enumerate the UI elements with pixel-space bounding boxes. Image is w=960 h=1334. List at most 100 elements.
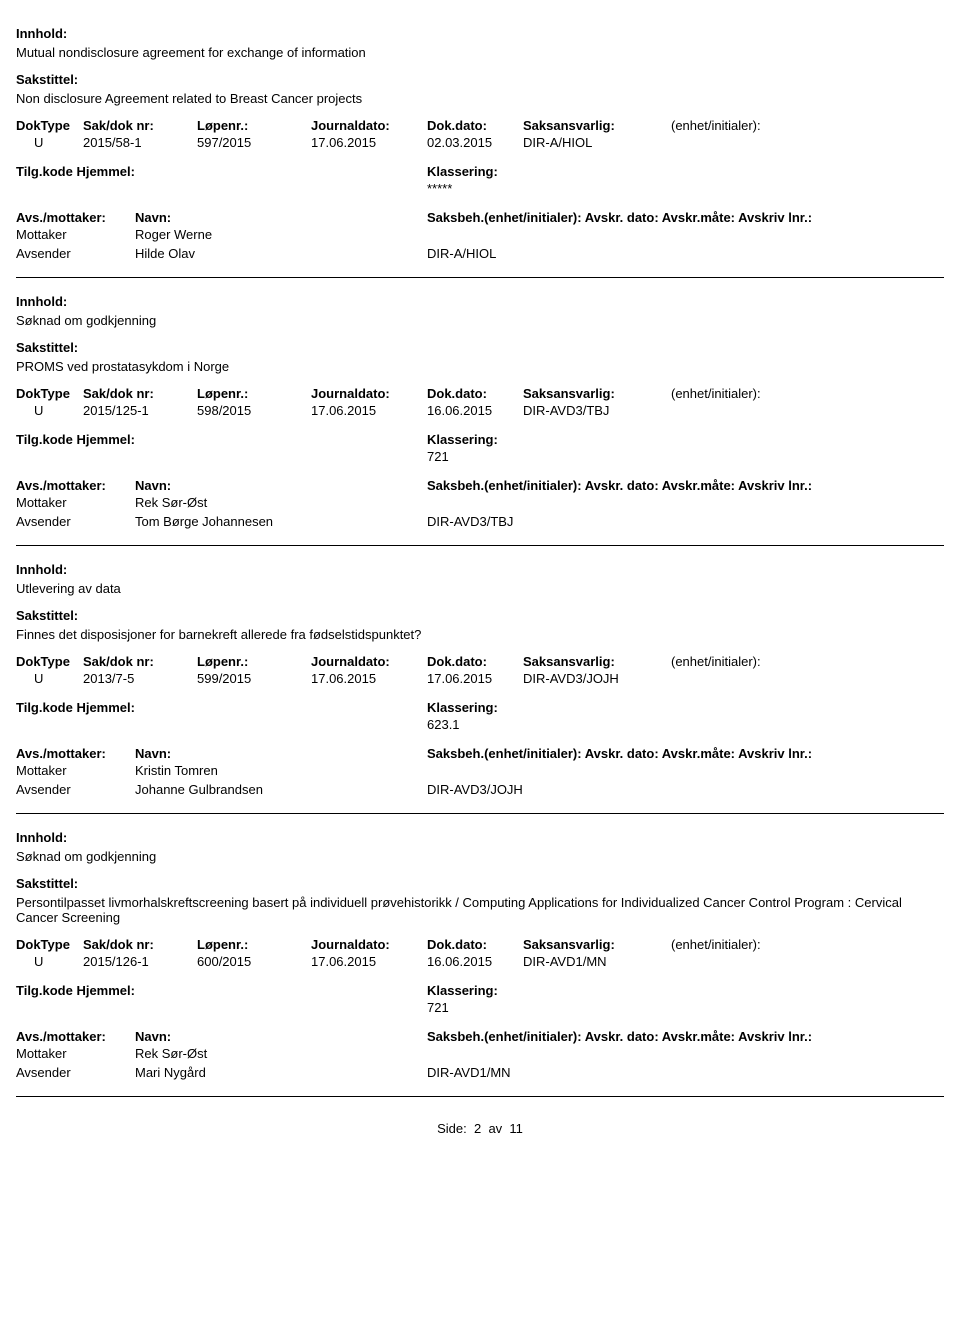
footer-total: 11: [509, 1121, 523, 1136]
doktype-value: U: [16, 954, 83, 969]
records-container: Innhold: Mutual nondisclosure agreement f…: [16, 10, 944, 1097]
journal-record: Innhold:Utlevering av dataSakstittel:Fin…: [16, 546, 944, 807]
dokdato-value: 16.06.2015: [427, 403, 523, 418]
saksansvarlig-label: Saksansvarlig:: [523, 386, 671, 401]
mottaker-role: Mottaker: [16, 763, 135, 778]
journal-record: Innhold:Søknad om godkjenningSakstittel:…: [16, 278, 944, 539]
lopenr-label: Løpenr.:: [197, 118, 311, 133]
saksansvarlig-value: DIR-AVD3/JOJH: [523, 671, 671, 686]
innhold-text: Søknad om godkjenning: [16, 849, 944, 864]
avsmottaker-header: Avs./mottaker: Navn: Saksbeh.(enhet/init…: [16, 210, 944, 225]
journal-record: Innhold: Søknad om godkjenning Sakstittel:…: [16, 814, 944, 1090]
mottaker-row: Mottaker Rek Sør-Øst: [16, 1046, 944, 1061]
dokdato-label: Dok.dato:: [427, 937, 523, 952]
meta-values-row: U 2015/58-1 597/2015 17.06.2015 02.03.20…: [16, 135, 944, 150]
avsender-row: Avsender Hilde Olav DIR-A/HIOL: [16, 246, 944, 261]
sakstittel-label: Sakstittel:: [16, 876, 944, 891]
mottaker-name: Rek Sør-Øst: [135, 495, 427, 510]
mottaker-row: Mottaker Kristin Tomren: [16, 763, 944, 778]
journal-record: Innhold:Mutual nondisclosure agreement f…: [16, 10, 944, 271]
tilg-klass-header: Tilg.kode Hjemmel: Klassering:: [16, 432, 944, 447]
avsender-unit: DIR-AVD1/MN: [427, 1065, 944, 1080]
innhold-text: Mutual nondisclosure agreement for excha…: [16, 45, 944, 60]
meta-values-row: U 2015/125-1 598/2015 17.06.2015 16.06.2…: [16, 403, 944, 418]
avsender-row: Avsender Johanne Gulbrandsen DIR-AVD3/JO…: [16, 782, 944, 797]
avsender-name: Johanne Gulbrandsen: [135, 782, 427, 797]
sakstittel-label: Sakstittel:: [16, 608, 944, 623]
avsmottaker-label: Avs./mottaker:: [16, 1029, 135, 1044]
tilg-klass-values: *****: [16, 181, 944, 196]
meta-values-row: U 2015/126-1 600/2015 17.06.2015 16.06.2…: [16, 954, 944, 969]
sakstittel-text: Finnes det disposisjoner for barnekreft …: [16, 627, 944, 642]
avsender-unit: DIR-AVD3/TBJ: [427, 514, 944, 529]
enhet-label: (enhet/initialer):: [671, 654, 944, 669]
enhet-value: [671, 671, 944, 686]
avsmottaker-header: Avs./mottaker: Navn: Saksbeh.(enhet/init…: [16, 1029, 944, 1044]
saksansvarlig-label: Saksansvarlig:: [523, 654, 671, 669]
journaldato-value: 17.06.2015: [311, 135, 427, 150]
navn-label: Navn:: [135, 478, 427, 493]
mottaker-name: Rek Sør-Øst: [135, 1046, 427, 1061]
tilg-value: [16, 1000, 427, 1015]
klassering-value: 721: [427, 449, 944, 464]
lopenr-value: 598/2015: [197, 403, 311, 418]
sakstittel-text: PROMS ved prostatasykdom i Norge: [16, 359, 944, 374]
sakstittel-text: Persontilpasset livmorhalskreftscreening…: [16, 895, 944, 925]
avsender-unit: DIR-AVD3/JOJH: [427, 782, 944, 797]
sakstittel-label: Sakstittel:: [16, 72, 944, 87]
enhet-label: (enhet/initialer):: [671, 386, 944, 401]
dokdato-value: 16.06.2015: [427, 954, 523, 969]
sakstittel-label: Sakstittel:: [16, 340, 944, 355]
dokdato-value: 17.06.2015: [427, 671, 523, 686]
tilg-klass-values: 623.1: [16, 717, 944, 732]
meta-header-row: DokType Sak/dok nr: Løpenr.: Journaldato…: [16, 118, 944, 133]
doktype-label: DokType: [16, 386, 83, 401]
avsmottaker-label: Avs./mottaker:: [16, 210, 135, 225]
navn-label: Navn:: [135, 746, 427, 761]
tilg-klass-values: 721: [16, 449, 944, 464]
mottaker-role: Mottaker: [16, 1046, 135, 1061]
sakdok-value: 2013/7-5: [83, 671, 197, 686]
navn-label: Navn:: [135, 210, 427, 225]
enhet-value: [671, 403, 944, 418]
journaldato-value: 17.06.2015: [311, 403, 427, 418]
mottaker-extra: [427, 495, 944, 510]
mottaker-extra: [427, 1046, 944, 1061]
footer-side-label: Side:: [437, 1121, 467, 1136]
avsmottaker-header: Avs./mottaker: Navn: Saksbeh.(enhet/init…: [16, 478, 944, 493]
sakdok-label: Sak/dok nr:: [83, 386, 197, 401]
innhold-label: Innhold:: [16, 562, 944, 577]
avsender-name: Mari Nygård: [135, 1065, 427, 1080]
tilg-value: [16, 717, 427, 732]
klassering-label: Klassering:: [427, 164, 944, 179]
mottaker-row: Mottaker Rek Sør-Øst: [16, 495, 944, 510]
avsender-role: Avsender: [16, 514, 135, 529]
innhold-label: Innhold:: [16, 294, 944, 309]
avsmottaker-header: Avs./mottaker: Navn: Saksbeh.(enhet/init…: [16, 746, 944, 761]
sakdok-label: Sak/dok nr:: [83, 118, 197, 133]
tilg-klass-header: Tilg.kode Hjemmel: Klassering:: [16, 164, 944, 179]
footer-page: 2: [474, 1121, 481, 1136]
tilg-hjemmel-label: Tilg.kode Hjemmel:: [16, 164, 427, 179]
innhold-label: Innhold:: [16, 830, 944, 845]
dokdato-label: Dok.dato:: [427, 386, 523, 401]
sakstittel-text: Non disclosure Agreement related to Brea…: [16, 91, 944, 106]
journaldato-label: Journaldato:: [311, 386, 427, 401]
page-footer: Side: 2 av 11: [16, 1121, 944, 1136]
lopenr-label: Løpenr.:: [197, 937, 311, 952]
lopenr-value: 599/2015: [197, 671, 311, 686]
sakdok-value: 2015/126-1: [83, 954, 197, 969]
avsender-role: Avsender: [16, 246, 135, 261]
avsmottaker-label: Avs./mottaker:: [16, 478, 135, 493]
tilg-hjemmel-label: Tilg.kode Hjemmel:: [16, 432, 427, 447]
tilg-klass-values: 721: [16, 1000, 944, 1015]
dokdato-label: Dok.dato:: [427, 118, 523, 133]
avsmottaker-label: Avs./mottaker:: [16, 746, 135, 761]
dokdato-value: 02.03.2015: [427, 135, 523, 150]
mottaker-name: Roger Werne: [135, 227, 427, 242]
enhet-value: [671, 135, 944, 150]
journaldato-label: Journaldato:: [311, 937, 427, 952]
mottaker-row: Mottaker Roger Werne: [16, 227, 944, 242]
footer-av: av: [488, 1121, 502, 1136]
journaldato-value: 17.06.2015: [311, 954, 427, 969]
